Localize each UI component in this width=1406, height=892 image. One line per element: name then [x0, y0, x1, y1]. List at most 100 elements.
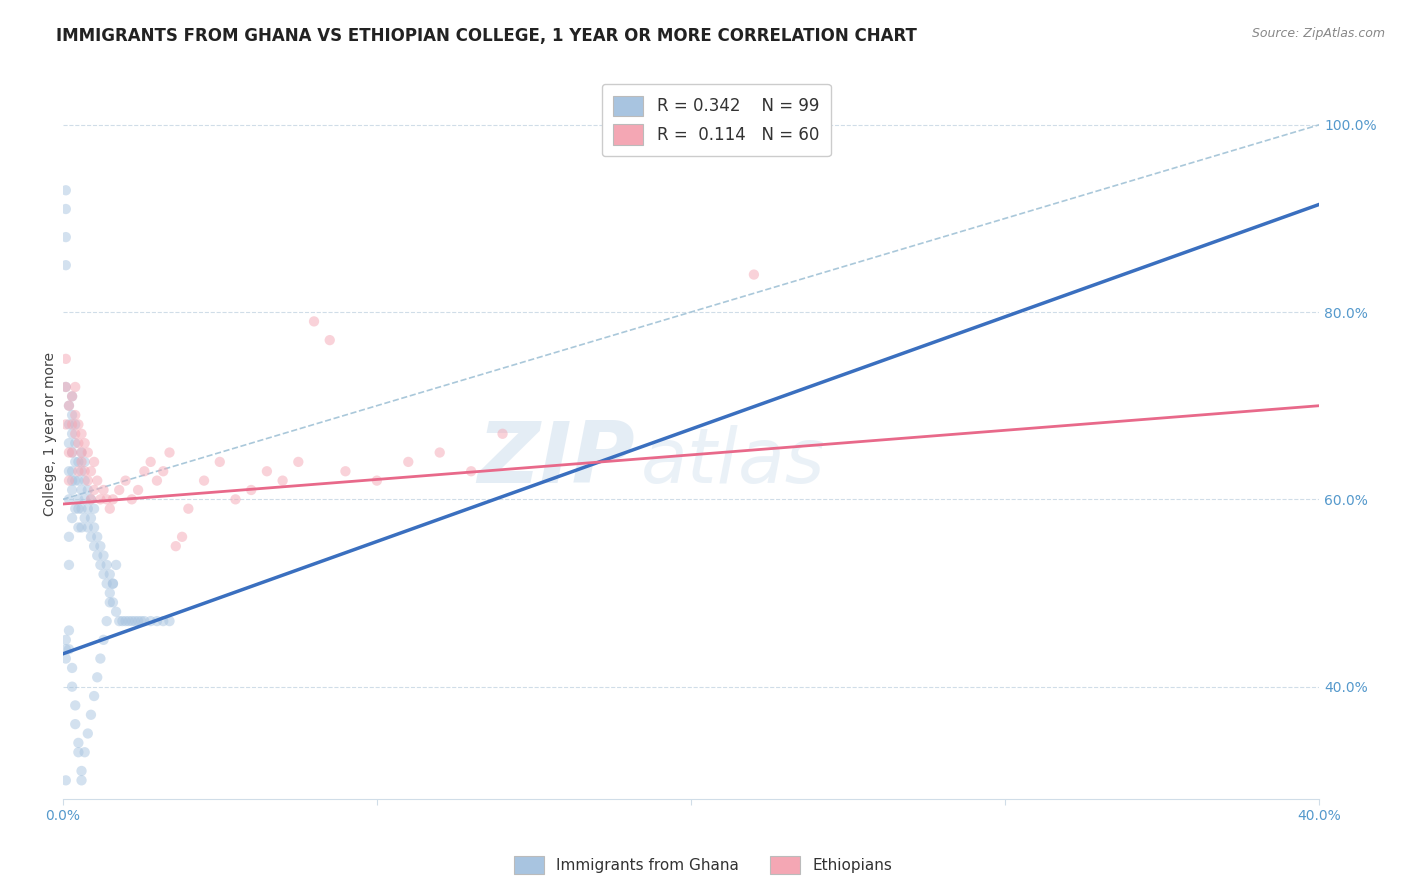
Point [460, 464, 482, 478]
Point [73, 511, 96, 525]
Legend: R = 0.342    N = 99, R =  0.114   N = 60: R = 0.342 N = 99, R = 0.114 N = 60 [602, 84, 831, 156]
Point [86, 530, 108, 544]
Point [55, 417, 77, 432]
Point [76, 483, 98, 497]
Point [70, 773, 93, 788]
Point [139, 455, 162, 469]
Point [177, 501, 200, 516]
Point [58, 464, 80, 478]
Point [60, 474, 83, 488]
Point [67, 736, 90, 750]
Point [98, 567, 121, 582]
Point [55, 202, 77, 216]
Point [58, 624, 80, 638]
Point [89, 492, 111, 507]
Point [80, 511, 103, 525]
Point [55, 380, 77, 394]
Text: IMMIGRANTS FROM GHANA VS ETHIOPIAN COLLEGE, 1 YEAR OR MORE CORRELATION CHART: IMMIGRANTS FROM GHANA VS ETHIOPIAN COLLE… [56, 27, 917, 45]
Point [73, 492, 96, 507]
Point [67, 492, 90, 507]
Point [98, 586, 121, 600]
Point [319, 333, 342, 347]
Point [60, 417, 83, 432]
Point [271, 474, 294, 488]
Point [80, 530, 103, 544]
Point [256, 464, 278, 478]
Point [93, 483, 115, 497]
Point [86, 549, 108, 563]
Point [65, 455, 87, 469]
Point [86, 670, 108, 684]
Point [55, 258, 77, 272]
Point [73, 436, 96, 450]
Point [335, 464, 357, 478]
Point [80, 707, 103, 722]
Point [114, 474, 136, 488]
Point [134, 464, 156, 478]
Point [152, 464, 174, 478]
Point [89, 558, 111, 572]
Point [70, 520, 93, 534]
Point [105, 558, 128, 572]
Point [55, 632, 77, 647]
Point [159, 445, 181, 459]
Point [491, 426, 513, 441]
Point [70, 426, 93, 441]
Point [55, 230, 77, 244]
Point [60, 426, 83, 441]
Point [83, 501, 105, 516]
Point [152, 614, 174, 628]
Point [60, 389, 83, 403]
Point [55, 642, 77, 657]
Point [60, 445, 83, 459]
Point [101, 576, 124, 591]
Point [89, 539, 111, 553]
Point [65, 380, 87, 394]
Point [146, 474, 169, 488]
Point [83, 539, 105, 553]
Text: atlas: atlas [641, 425, 825, 499]
Point [93, 567, 115, 582]
Point [60, 408, 83, 422]
Point [105, 605, 128, 619]
Point [108, 614, 131, 628]
Point [58, 417, 80, 432]
Point [67, 464, 90, 478]
Point [65, 474, 87, 488]
Point [70, 455, 93, 469]
Point [73, 455, 96, 469]
Point [86, 474, 108, 488]
Text: Source: ZipAtlas.com: Source: ZipAtlas.com [1251, 27, 1385, 40]
Point [121, 492, 143, 507]
Point [58, 474, 80, 488]
Point [60, 661, 83, 675]
Point [67, 745, 90, 759]
Point [76, 474, 98, 488]
Point [70, 483, 93, 497]
Point [65, 417, 87, 432]
Point [83, 455, 105, 469]
Text: ZIP: ZIP [477, 417, 634, 501]
Point [98, 501, 121, 516]
Point [76, 726, 98, 740]
Point [121, 614, 143, 628]
Point [101, 595, 124, 609]
Point [55, 380, 77, 394]
Point [65, 717, 87, 731]
Point [224, 492, 246, 507]
Point [60, 680, 83, 694]
Point [70, 764, 93, 778]
Point [73, 745, 96, 759]
Point [742, 268, 765, 282]
Point [55, 183, 77, 197]
Point [58, 530, 80, 544]
Point [159, 614, 181, 628]
Point [65, 698, 87, 713]
Point [208, 455, 231, 469]
Y-axis label: College, 1 year or more: College, 1 year or more [44, 351, 58, 516]
Point [67, 501, 90, 516]
Point [67, 474, 90, 488]
Point [58, 399, 80, 413]
Point [60, 464, 83, 478]
Point [302, 314, 325, 328]
